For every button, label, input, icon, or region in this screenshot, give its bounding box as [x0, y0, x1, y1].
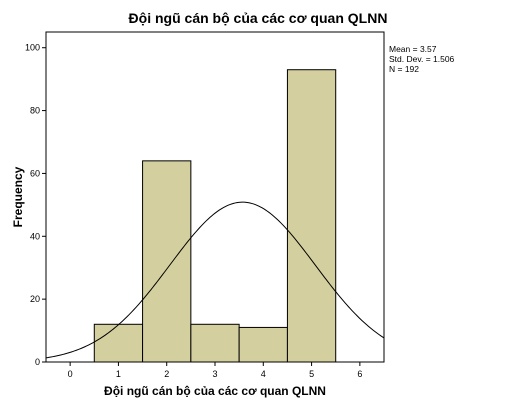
- x-axis-label: Đội ngũ cán bộ của các cơ quan QLNN: [104, 384, 326, 398]
- bars-group: [93, 69, 337, 363]
- y-tick-label-60: 60: [30, 168, 40, 178]
- bar-4: [238, 326, 288, 363]
- stat-mean: Mean = 3.57: [389, 44, 437, 54]
- x-tick-label-3: 3: [212, 369, 217, 379]
- y-tick-label-100: 100: [25, 43, 40, 53]
- x-tick-label-5: 5: [309, 369, 314, 379]
- normal-curve: [45, 201, 385, 359]
- bar-5: [286, 69, 337, 363]
- x-tick-label-1: 1: [116, 369, 121, 379]
- bar-1: [93, 323, 144, 363]
- stat-n: N = 192: [389, 64, 419, 74]
- stat-std-dev: Std. Dev. = 1.506: [389, 54, 455, 64]
- x-tick-label-2: 2: [164, 369, 169, 379]
- y-tick-label-0: 0: [35, 357, 40, 367]
- chart-title: Đội ngũ cán bộ của các cơ quan QLNN: [129, 10, 388, 26]
- bar-3: [190, 323, 240, 363]
- x-axis-ticks: 0 1 2 3 4 5 6: [68, 362, 362, 379]
- stats-box: Mean = 3.57 Std. Dev. = 1.506 N = 192: [389, 44, 455, 74]
- bar-2: [142, 160, 192, 363]
- y-tick-label-80: 80: [30, 106, 40, 116]
- x-tick-label-6: 6: [357, 369, 362, 379]
- y-tick-label-40: 40: [30, 231, 40, 241]
- x-tick-label-0: 0: [68, 369, 73, 379]
- x-tick-label-4: 4: [261, 369, 266, 379]
- y-axis-label: Frequency: [11, 166, 25, 227]
- y-tick-label-20: 20: [30, 294, 40, 304]
- y-axis-ticks: 0 20 40 60 80 100: [25, 43, 46, 367]
